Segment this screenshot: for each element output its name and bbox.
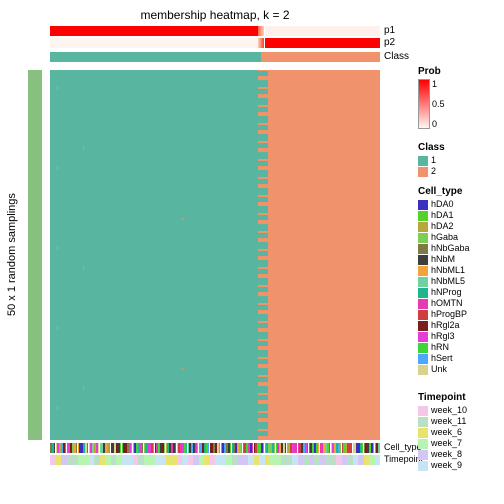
legend-label: week_9 [431,460,462,471]
chart-title: membership heatmap, k = 2 [50,8,380,22]
legend-timepoint-title: Timepoint [418,392,467,403]
legend-label: week_7 [431,438,462,449]
legend-swatch [418,406,428,416]
legend-swatch [418,321,428,331]
legend-item: week_8 [418,449,467,460]
legend-celltype-title: Cell_type [418,186,470,197]
legend-class: Class 12 [418,142,445,177]
legend-item: hDA2 [418,221,470,232]
legend-item: hGaba [418,232,470,243]
annot-row-p1 [50,26,380,36]
legend-item: 1 [418,155,445,166]
legend-item: hDA1 [418,210,470,221]
bottom-annot-timepoint [50,455,380,465]
legend-swatch [418,266,428,276]
legend-item: week_7 [418,438,467,449]
legend-label: hDA2 [431,221,454,232]
legend-item: 2 [418,166,445,177]
annot-label-class: Class [384,51,409,62]
bottom-label-celltype: Cell_type [384,442,422,452]
legend-item: hRgl3 [418,331,470,342]
membership-heatmap [50,70,380,440]
legend-swatch [418,439,428,449]
legend-item: hNbM [418,254,470,265]
legend-label: hNProg [431,287,462,298]
legend-label: hNbML1 [431,265,465,276]
legend-swatch [418,450,428,460]
legend-label: Unk [431,364,447,375]
prob-tick-05: 0.5 [432,99,445,109]
legend-swatch [418,222,428,232]
legend-celltype: Cell_type hDA0hDA1hDA2hGabahNbGabahNbMhN… [418,186,470,375]
legend-swatch [418,167,428,177]
legend-label: hNbM [431,254,455,265]
legend-item: hDA0 [418,199,470,210]
legend-item: hNProg [418,287,470,298]
legend-label: hGaba [431,232,458,243]
legend-swatch [418,200,428,210]
legend-swatch [418,365,428,375]
legend-item: hRN [418,342,470,353]
legend-swatch [418,354,428,364]
legend-label: week_8 [431,449,462,460]
legend-label: hRgl2a [431,320,460,331]
legend-prob-title: Prob [418,66,445,77]
y-axis-outer-label: 50 x 1 random samplings [6,196,18,316]
legend-label: hRN [431,342,449,353]
legend-swatch [418,332,428,342]
legend-item: week_10 [418,405,467,416]
legend-label: hRgl3 [431,331,455,342]
prob-gradient [418,79,430,129]
legend-item: Unk [418,364,470,375]
legend-label: week_6 [431,427,462,438]
legend-label: hDA0 [431,199,454,210]
legend-label: hNbGaba [431,243,470,254]
legend-timepoint: Timepoint week_10week_11week_6week_7week… [418,392,467,471]
annot-label-p2: p2 [384,37,395,48]
legend-swatch [418,255,428,265]
legend-swatch [418,428,428,438]
legend-label: hOMTN [431,298,463,309]
legend-swatch [418,156,428,166]
legend-prob: Prob 1 0.5 0 [418,66,445,129]
sampling-side-bar [28,70,42,440]
legend-item: hOMTN [418,298,470,309]
legend-item: hNbML5 [418,276,470,287]
legend-item: week_6 [418,427,467,438]
annot-row-p2 [50,38,380,48]
legend-class-title: Class [418,142,445,153]
legend-swatch [418,244,428,254]
legend-item: hRgl2a [418,320,470,331]
legend-label: hNbML5 [431,276,465,287]
legend-item: week_11 [418,416,467,427]
legend-label: 2 [431,166,436,177]
annot-label-p1: p1 [384,25,395,36]
legend-item: hProgBP [418,309,470,320]
legend-swatch [418,461,428,471]
legend-label: hDA1 [431,210,454,221]
legend-item: week_9 [418,460,467,471]
legend-item: hNbGaba [418,243,470,254]
legend-item: hNbML1 [418,265,470,276]
annot-row-class [50,52,380,62]
legend-swatch [418,343,428,353]
legend-swatch [418,310,428,320]
legend-label: hProgBP [431,309,467,320]
bottom-annot-celltype [50,443,380,453]
prob-tick-1: 1 [432,79,445,89]
legend-label: week_10 [431,405,467,416]
legend-item: hSert [418,353,470,364]
legend-label: week_11 [431,416,466,427]
legend-swatch [418,211,428,221]
legend-label: 1 [431,155,436,166]
legend-label: hSert [431,353,453,364]
legend-swatch [418,288,428,298]
legend-swatch [418,299,428,309]
legend-swatch [418,277,428,287]
legend-swatch [418,233,428,243]
legend-swatch [418,417,428,427]
prob-tick-0: 0 [432,119,445,129]
